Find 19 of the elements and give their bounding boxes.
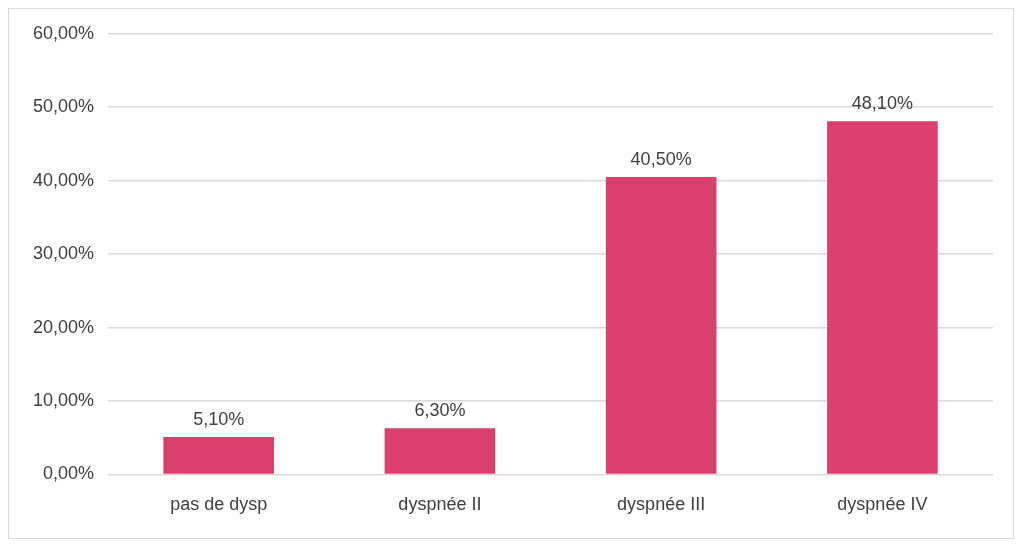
y-tick-label: 20,00% bbox=[32, 316, 95, 337]
y-tick-label: 10,00% bbox=[32, 389, 95, 410]
x-tick-label: dyspnée IV bbox=[837, 494, 928, 515]
bar bbox=[384, 428, 496, 474]
bar bbox=[827, 121, 938, 474]
bar bbox=[605, 177, 717, 474]
x-tick-label: pas de dysp bbox=[170, 494, 268, 515]
data-label: 5,10% bbox=[193, 408, 245, 429]
y-tick-label: 30,00% bbox=[32, 243, 95, 264]
y-tick-label: 50,00% bbox=[32, 96, 95, 117]
data-label: 6,30% bbox=[414, 400, 466, 421]
y-tick-label: 0,00% bbox=[43, 463, 95, 484]
data-label: 40,50% bbox=[630, 148, 692, 169]
y-tick-label: 60,00% bbox=[32, 22, 95, 43]
data-label: 48,10% bbox=[851, 93, 913, 114]
x-tick-label: dyspnée III bbox=[617, 494, 706, 515]
y-tick-label: 40,00% bbox=[32, 169, 95, 190]
x-tick-label: dyspnée II bbox=[398, 494, 482, 515]
bar bbox=[163, 436, 274, 474]
